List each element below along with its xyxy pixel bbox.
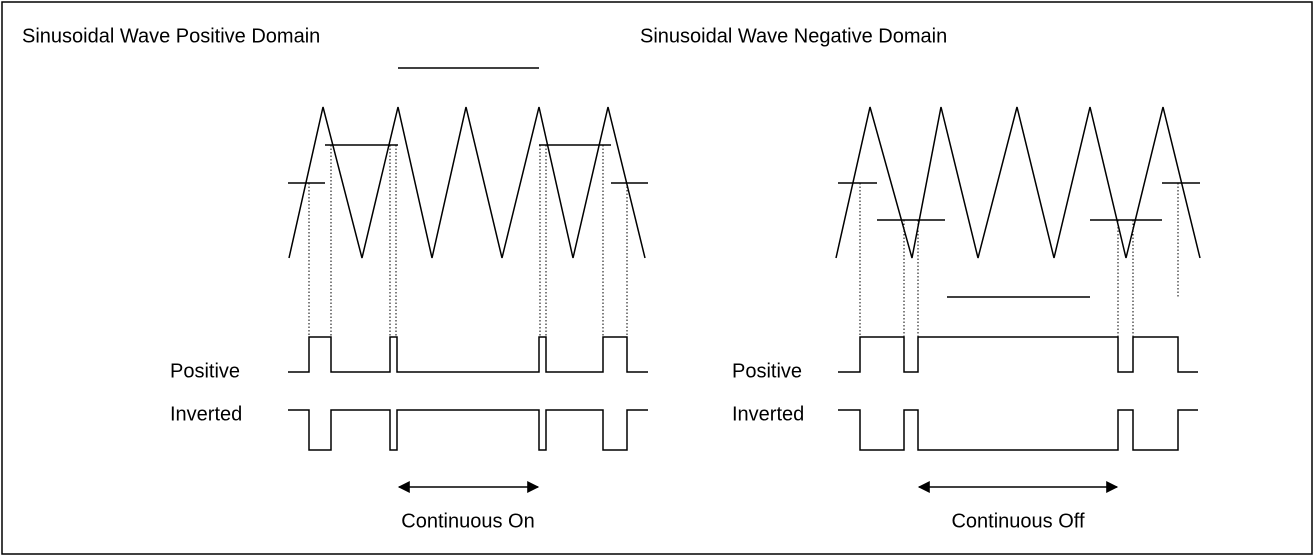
- signal-label: Positive: [170, 360, 240, 382]
- positive-pulse: [288, 336, 648, 373]
- inverted-pulse: [838, 409, 1198, 451]
- span-label: Continuous Off: [951, 510, 1084, 532]
- positive-pulse: [838, 336, 1198, 373]
- dotted-guides: [859, 183, 1179, 337]
- reference-lines: [288, 67, 648, 184]
- panel-title: Sinusoidal Wave Positive Domain: [22, 25, 320, 47]
- signal-label: Positive: [732, 360, 802, 382]
- panel-title: Sinusoidal Wave Negative Domain: [640, 25, 947, 47]
- inverted-pulse: [288, 409, 648, 451]
- left-panel: Sinusoidal Wave Positive Domain Positive…: [22, 25, 648, 532]
- dotted-guides: [308, 145, 628, 337]
- span-label: Continuous On: [401, 510, 534, 532]
- reference-lines: [838, 182, 1200, 298]
- right-panel: Sinusoidal Wave Negative Domain Positive…: [640, 25, 1201, 532]
- signal-label: Inverted: [732, 403, 804, 425]
- triangle-wave: [835, 106, 1201, 259]
- triangle-wave: [288, 106, 646, 259]
- signal-label: Inverted: [170, 403, 242, 425]
